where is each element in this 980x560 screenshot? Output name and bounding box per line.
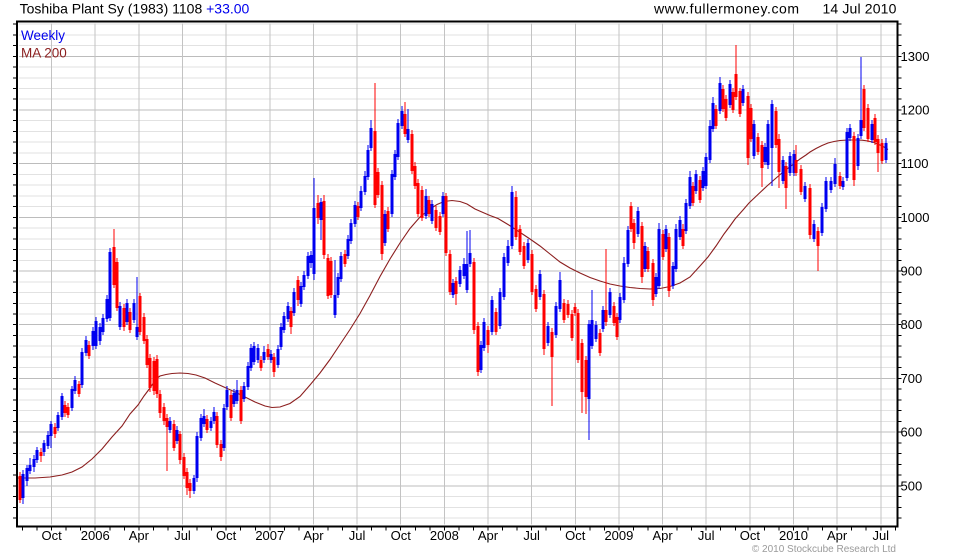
svg-text:500: 500 [901,478,923,493]
svg-text:Jul: Jul [174,528,191,543]
svg-text:Apr: Apr [652,528,673,543]
svg-text:Jul: Jul [523,528,540,543]
svg-text:Oct: Oct [565,528,586,543]
svg-text:1300: 1300 [901,49,930,64]
svg-text:2009: 2009 [604,528,633,543]
svg-text:1000: 1000 [901,210,930,225]
svg-text:Oct: Oct [216,528,237,543]
svg-text:800: 800 [901,317,923,332]
svg-text:© 2010 Stockcube Research Ltd: © 2010 Stockcube Research Ltd [752,544,896,555]
svg-text:2007: 2007 [255,528,284,543]
svg-text:2008: 2008 [430,528,459,543]
svg-text:Oct: Oct [391,528,412,543]
svg-text:14 Jul 2010: 14 Jul 2010 [823,1,897,17]
svg-text:Oct: Oct [41,528,62,543]
svg-text:Oct: Oct [740,528,761,543]
svg-text:Apr: Apr [478,528,499,543]
svg-text:1200: 1200 [901,102,930,117]
svg-text:1100: 1100 [901,156,929,171]
svg-text:2006: 2006 [81,528,110,543]
svg-text:Jul: Jul [698,528,715,543]
svg-text:www.fullermoney.com: www.fullermoney.com [653,1,800,17]
svg-text:600: 600 [901,425,923,440]
svg-text:Apr: Apr [827,528,848,543]
svg-text:2010: 2010 [779,528,808,543]
svg-text:Apr: Apr [303,528,324,543]
svg-text:MA 200: MA 200 [21,46,67,61]
svg-text:Apr: Apr [129,528,150,543]
svg-text:Jul: Jul [349,528,366,543]
svg-text:Weekly: Weekly [21,28,65,43]
svg-text:700: 700 [901,371,923,386]
svg-text:Jul: Jul [872,528,889,543]
svg-text:900: 900 [901,264,923,279]
svg-text:Toshiba Plant Sy (1983) 1108 +: Toshiba Plant Sy (1983) 1108 +33.00 [20,1,250,17]
